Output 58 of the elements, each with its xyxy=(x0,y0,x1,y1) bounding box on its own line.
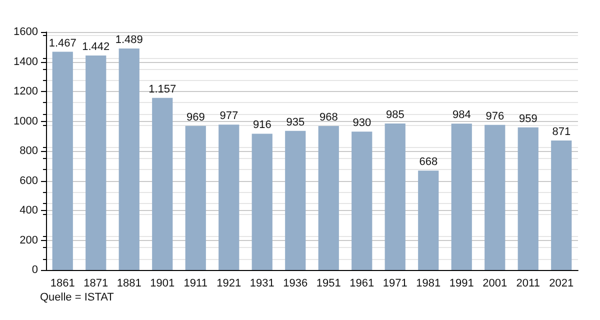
bar xyxy=(384,123,406,270)
y-tick-label: 1600 xyxy=(14,26,38,38)
y-tick-label: 1000 xyxy=(14,115,38,128)
x-tick-label: 1951 xyxy=(316,278,341,290)
y-tick-label: 200 xyxy=(20,234,38,246)
bar xyxy=(285,130,306,270)
x-tick-label: 1971 xyxy=(382,278,408,290)
bar xyxy=(418,170,439,270)
data-label: 930 xyxy=(352,117,372,130)
y-tick-label: 0 xyxy=(32,264,38,276)
source-note: Quelle = ISTAT xyxy=(40,292,114,304)
x-tick-label: 1936 xyxy=(283,278,308,290)
data-label: 985 xyxy=(386,108,404,121)
data-label: 916 xyxy=(252,119,272,132)
x-tick-label: 2011 xyxy=(516,278,540,290)
y-tick-label: 1400 xyxy=(14,56,38,68)
x-tick-label: 1991 xyxy=(449,278,474,290)
bar xyxy=(551,140,572,270)
data-label: 968 xyxy=(319,112,338,124)
y-tick-label: 800 xyxy=(20,145,38,157)
bar xyxy=(118,48,140,270)
bar xyxy=(352,132,372,270)
bar xyxy=(86,56,106,270)
data-label: 935 xyxy=(286,116,305,128)
x-tick-label: 1921 xyxy=(216,278,242,290)
bar xyxy=(152,98,173,270)
data-label: 977 xyxy=(220,110,238,122)
data-label: 668 xyxy=(419,156,438,168)
y-tick-label: 600 xyxy=(20,174,38,187)
data-label: 1.157 xyxy=(148,83,176,96)
bar xyxy=(218,124,240,270)
x-tick-label: 1871 xyxy=(84,278,108,290)
x-tick-label: 2001 xyxy=(482,278,508,290)
x-tick-label: 1911 xyxy=(184,278,208,290)
bar xyxy=(451,124,472,270)
x-tick-label: 1881 xyxy=(116,278,142,290)
bar xyxy=(318,126,339,270)
data-label: 976 xyxy=(486,110,504,122)
data-label: 1.467 xyxy=(48,37,76,50)
data-label: 1.442 xyxy=(82,41,110,53)
x-tick-label: 1961 xyxy=(350,278,374,290)
y-tick-label: 1200 xyxy=(14,86,38,98)
data-label: 959 xyxy=(518,112,538,125)
bar xyxy=(484,124,506,270)
data-label: 1.489 xyxy=(115,34,143,46)
bar xyxy=(52,52,73,270)
data-label: 984 xyxy=(452,109,471,122)
bar xyxy=(185,126,206,270)
x-tick-label: 1981 xyxy=(416,278,441,290)
x-tick-label: 1931 xyxy=(250,278,274,290)
y-tick-label: 400 xyxy=(20,204,38,216)
bar xyxy=(518,127,538,270)
x-tick-label: 2021 xyxy=(549,278,574,290)
x-tick-label: 1901 xyxy=(150,278,175,290)
bar xyxy=(252,134,272,270)
data-label: 871 xyxy=(552,126,571,138)
x-tick-label: 1861 xyxy=(50,278,75,290)
data-label: 969 xyxy=(186,111,205,124)
